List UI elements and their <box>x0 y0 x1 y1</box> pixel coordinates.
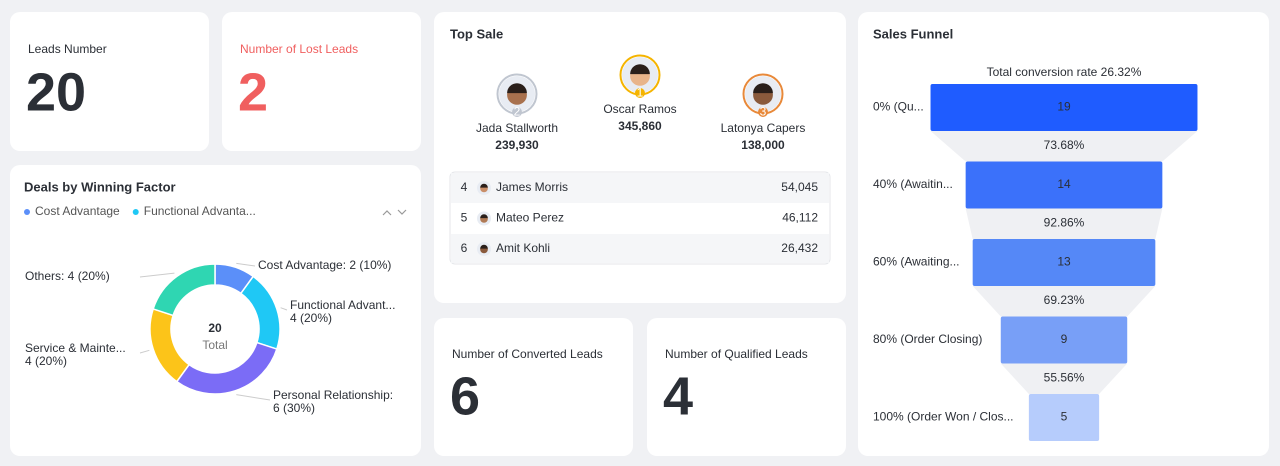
slice-label: 4 (20%) <box>290 311 332 325</box>
funnel-value: 19 <box>1057 100 1071 114</box>
funnel-bar <box>1028 394 1100 441</box>
card <box>222 12 421 151</box>
seller-value: 138,000 <box>741 138 785 152</box>
slice-label: Service & Mainte... <box>25 341 126 355</box>
funnel-stage: 60% (Awaiting... <box>873 255 960 269</box>
rank: 3 <box>760 105 767 119</box>
rank: 1 <box>637 86 644 100</box>
kpi-label: Number of Lost Leads <box>240 42 358 56</box>
conversion-rate: 69.23% <box>1044 293 1085 307</box>
seller-value: 345,860 <box>618 119 662 133</box>
funnel-bar <box>965 161 1163 209</box>
rank-badge <box>758 107 768 117</box>
funnel-value: 5 <box>1061 410 1068 424</box>
seller-name: James Morris <box>496 180 568 194</box>
leader-line <box>236 394 271 401</box>
card <box>10 165 421 456</box>
seller-value: 239,930 <box>495 138 539 152</box>
rank: 4 <box>461 180 468 194</box>
funnel-connector <box>1000 363 1128 394</box>
donut-total: 20 <box>208 321 222 335</box>
card <box>434 318 633 456</box>
legend-label: Cost Advantage <box>35 204 120 218</box>
conversion-rate: 55.56% <box>1044 371 1085 385</box>
avatar-hair <box>480 244 488 249</box>
funnel-subtitle: Total conversion rate 26.32% <box>987 65 1142 79</box>
kpi-label: Leads Number <box>28 42 107 56</box>
pager[interactable] <box>382 209 407 216</box>
row-bg <box>451 173 829 203</box>
kpi-label: Number of Qualified Leads <box>665 347 808 361</box>
funnel-connector <box>930 131 1198 162</box>
rank-badge <box>635 88 645 98</box>
rank-badge <box>512 107 522 117</box>
slice-label: 6 (30%) <box>273 401 315 415</box>
funnel-value: 9 <box>1061 332 1068 346</box>
rank: 5 <box>461 211 468 225</box>
conversion-rate: 73.68% <box>1044 138 1085 152</box>
conversion-rate: 92.86% <box>1044 216 1085 230</box>
funnel-value: 14 <box>1057 177 1071 191</box>
funnel-bar <box>1000 316 1128 364</box>
donut-total-label: Total <box>202 338 227 352</box>
avatar-hair <box>507 83 527 94</box>
seller-name: Mateo Perez <box>496 211 564 225</box>
seller-name: Latonya Capers <box>721 121 806 135</box>
card <box>647 318 846 456</box>
funnel-value: 13 <box>1057 255 1071 269</box>
funnel-bar <box>930 84 1198 131</box>
seller-value: 26,432 <box>781 241 818 255</box>
funnel-stage: 40% (Awaitin... <box>873 177 953 191</box>
funnel-stage: 80% (Order Closing) <box>873 332 982 346</box>
avatar-hair <box>480 214 488 219</box>
avatar-hair <box>480 183 488 188</box>
rank: 2 <box>514 105 521 119</box>
card-title: Sales Funnel <box>873 26 953 41</box>
slice-label: Others: 4 (20%) <box>25 269 110 283</box>
kpi-value: 2 <box>238 62 268 122</box>
legend-dot <box>132 209 139 215</box>
avatar-hair <box>753 83 773 94</box>
kpi-value: 20 <box>26 62 86 122</box>
legend-label: Functional Advanta... <box>144 204 256 218</box>
leader-line <box>139 272 175 278</box>
card <box>10 12 209 151</box>
seller-name: Jada Stallworth <box>476 121 558 135</box>
funnel-bar <box>972 239 1156 286</box>
leader-line <box>236 262 256 267</box>
legend-dot <box>24 209 30 215</box>
seller-value: 46,112 <box>782 211 818 225</box>
donut-slice <box>152 263 216 317</box>
leader-line <box>139 349 150 354</box>
slice-label: Cost Advantage: 2 (10%) <box>258 258 391 272</box>
avatar-hair <box>630 64 650 75</box>
seller-name: Amit Kohli <box>496 241 550 255</box>
rank: 6 <box>461 241 468 255</box>
kpi-value: 4 <box>663 366 693 426</box>
card-title: Deals by Winning Factor <box>24 179 176 194</box>
seller-value: 54,045 <box>781 180 818 194</box>
leader-line <box>280 307 288 311</box>
card-title: Top Sale <box>450 26 503 41</box>
funnel-connector <box>965 208 1163 239</box>
funnel-connector <box>972 286 1156 317</box>
kpi-label: Number of Converted Leads <box>452 347 603 361</box>
slice-label: Personal Relationship: <box>273 388 393 402</box>
row-bg <box>451 234 829 263</box>
kpi-value: 6 <box>450 366 480 426</box>
slice-label: 4 (20%) <box>25 354 67 368</box>
funnel-stage: 100% (Order Won / Clos... <box>873 410 1014 424</box>
slice-label: Functional Advant... <box>290 298 395 312</box>
funnel-stage: 0% (Qu... <box>873 100 924 114</box>
seller-name: Oscar Ramos <box>603 102 676 116</box>
